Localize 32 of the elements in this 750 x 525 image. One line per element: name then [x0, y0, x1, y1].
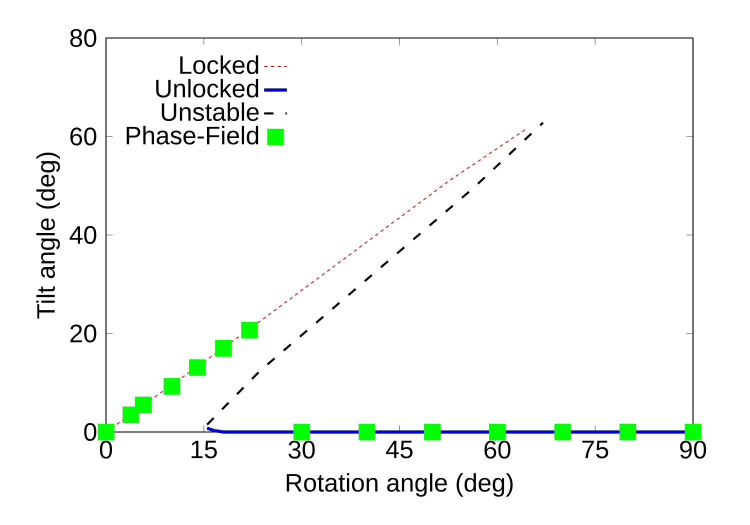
x-tick-label: 60: [484, 440, 510, 459]
x-tick-label: 15: [192, 440, 217, 458]
y-tick-label: 40: [70, 226, 96, 244]
x-tick-label: 30: [288, 440, 315, 459]
point: [215, 340, 232, 357]
legend-label: Phase-Field: [126, 126, 258, 144]
x-tick-label: 0: [100, 440, 112, 459]
point: [489, 424, 506, 440]
point: [554, 424, 571, 440]
y-tick-label: 0: [84, 423, 96, 441]
x-axis-title: Rotation angle (deg): [286, 473, 513, 497]
point: [358, 424, 376, 440]
x-tick-label: 75: [582, 440, 608, 458]
x-tick-label: 90: [680, 440, 706, 459]
point: [293, 424, 310, 440]
point: [189, 359, 206, 376]
y-tick-label: 60: [70, 128, 96, 146]
y-axis-title: Tilt angle (deg): [36, 152, 60, 318]
legend-label: Locked: [180, 55, 258, 74]
x-tick-label: 45: [386, 440, 413, 458]
legend-label: Unlocked: [156, 78, 258, 98]
point: [122, 406, 140, 424]
point: [424, 424, 440, 440]
point: [164, 378, 180, 394]
point: [241, 322, 258, 338]
y-tick-label: 20: [70, 324, 96, 342]
point: [134, 396, 152, 414]
legend-label: Unstable: [162, 102, 259, 122]
point: [98, 424, 114, 440]
point: [620, 424, 636, 440]
point: [684, 424, 702, 440]
y-tick-label: 80: [70, 29, 96, 47]
